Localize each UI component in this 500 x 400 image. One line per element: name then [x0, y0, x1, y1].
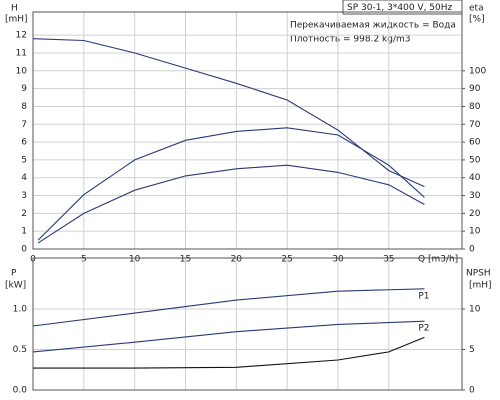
- y2-tick-label: 70: [469, 120, 481, 130]
- title-box: [342, 0, 463, 15]
- note: Плотность = 998.2 kg/m3: [290, 35, 411, 45]
- plot-frame: [32, 257, 463, 391]
- y-tick-label: 3: [21, 191, 27, 201]
- y-tick-label: 7: [21, 120, 27, 130]
- plot-frame: [32, 11, 463, 250]
- y2-tick-label: 80: [469, 102, 481, 112]
- y2-tick-label: 5: [469, 345, 475, 355]
- y-tick-label: 5: [21, 155, 27, 165]
- y2-tick-label: 30: [469, 191, 481, 201]
- y-tick-label: 11: [16, 48, 27, 58]
- curve: [32, 320, 425, 353]
- y2-tick-label: 10: [469, 305, 481, 315]
- y-tick-label: 1: [21, 227, 27, 237]
- y2-tick-label: 20: [469, 209, 481, 219]
- y2-axis-unit: [%]: [469, 15, 485, 25]
- y-tick-label: 2: [21, 209, 27, 219]
- y-tick-label: 1.0: [13, 305, 28, 315]
- y2-tick-label: 0: [469, 245, 475, 255]
- y-tick-label: 12: [16, 31, 27, 41]
- y2-axis-label: NPSH: [466, 269, 491, 279]
- y2-tick-label: 100: [469, 66, 486, 76]
- y-axis-unit: [mH]: [5, 15, 28, 25]
- y2-tick-label: 40: [469, 173, 481, 183]
- y2-tick-label: 90: [469, 84, 481, 94]
- curve: [32, 288, 425, 327]
- chart-title: SP 30-1, 3*400 V, 50Hz: [347, 3, 453, 13]
- y-axis-unit: [kW]: [5, 281, 26, 291]
- curve: [33, 336, 425, 369]
- y-tick-label: 4: [21, 173, 27, 183]
- series-label: P2: [418, 324, 429, 334]
- y-tick-label: 0: [21, 245, 27, 255]
- y2-tick-label: 10: [469, 227, 481, 237]
- y-tick-label: 0.5: [13, 345, 27, 355]
- y-tick-label: 0.0: [13, 386, 28, 396]
- y-tick-label: 8: [21, 102, 27, 112]
- y2-tick-label: 50: [469, 155, 481, 165]
- y-tick-label: 9: [21, 84, 27, 94]
- y2-tick-label: 0: [469, 386, 475, 396]
- y-axis-label: H: [11, 4, 18, 14]
- y-tick-label: 10: [16, 66, 28, 76]
- note: Перекачиваемая жидкость = Вода: [290, 21, 456, 31]
- y-tick-label: 6: [21, 138, 27, 148]
- series-label: P1: [418, 291, 429, 301]
- y2-axis-unit: [mH]: [469, 281, 492, 291]
- curve: [32, 38, 425, 188]
- curve: [37, 164, 425, 244]
- y2-axis-label: eta: [469, 4, 484, 14]
- curve: [37, 127, 425, 241]
- x-axis-label: Q [m3/h]: [418, 255, 458, 265]
- y-axis-label: P: [11, 269, 17, 279]
- y2-tick-label: 60: [469, 138, 481, 148]
